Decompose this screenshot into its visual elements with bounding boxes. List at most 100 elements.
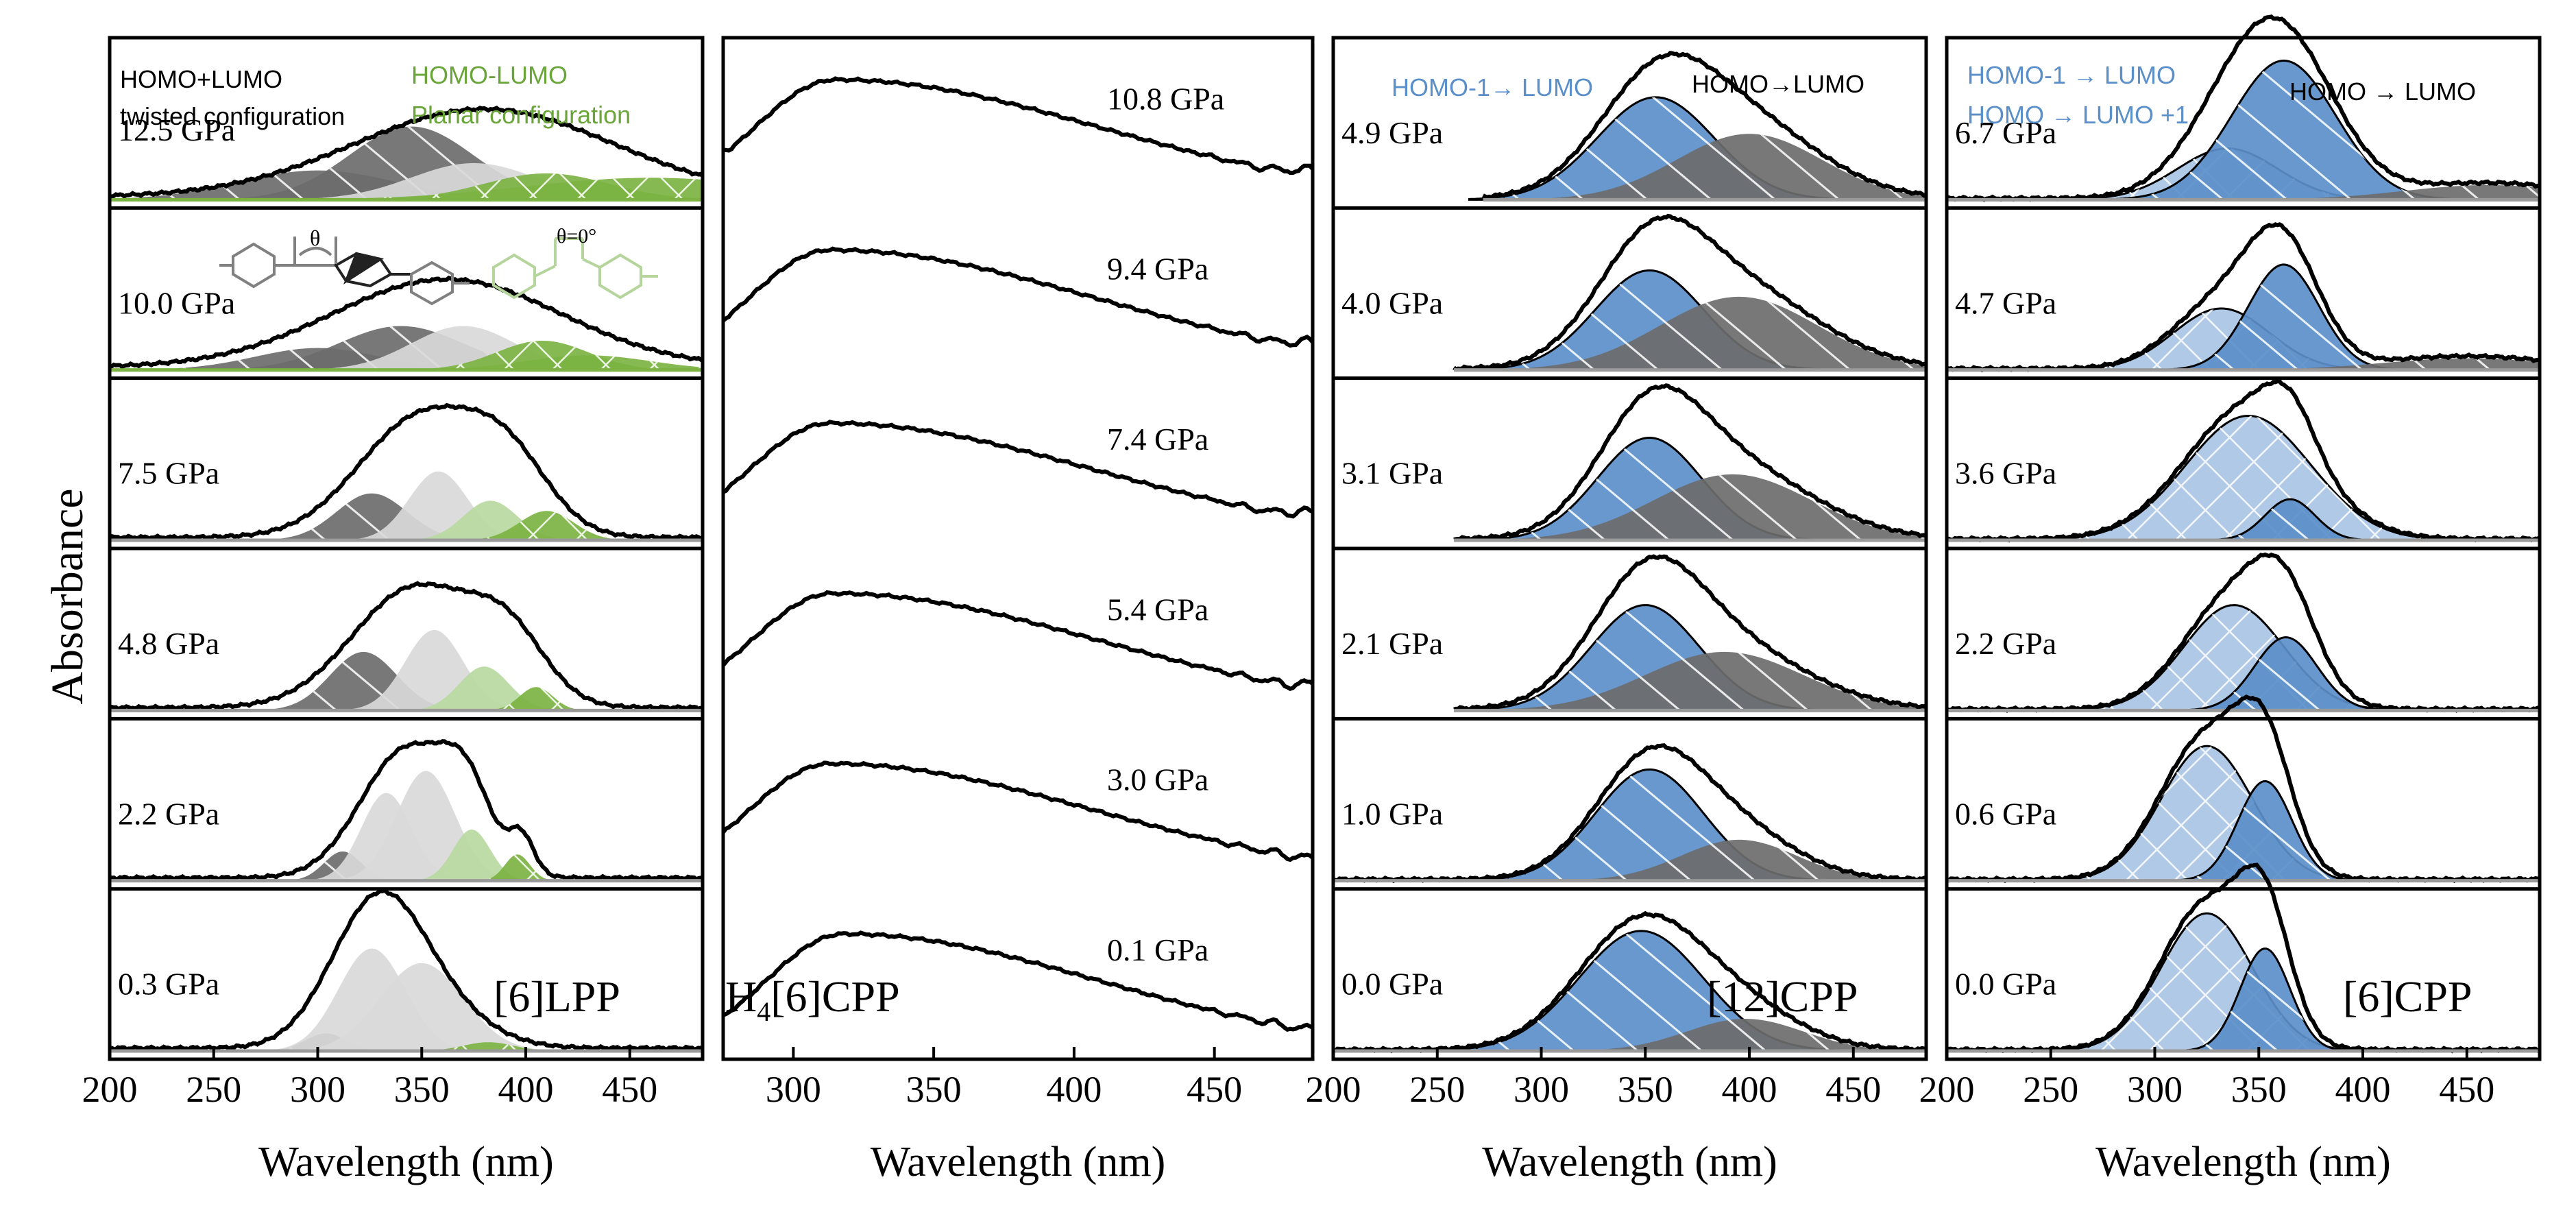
pressure-label: 2.1 GPa <box>1341 626 1443 661</box>
spectrum-line <box>722 76 1315 176</box>
spectrum-line <box>721 760 1314 862</box>
component-band-hatch <box>2186 637 2386 711</box>
pressure-label: 1.0 GPa <box>1341 796 1443 831</box>
x-tick-label: 450 <box>1187 1069 1242 1110</box>
legend-homo1-lumo: HOMO-1 → LUMO <box>1967 61 2176 89</box>
pressure-label: 4.0 GPa <box>1341 285 1443 320</box>
spectrum-envelope <box>1482 51 1927 200</box>
pressure-label: 3.1 GPa <box>1341 456 1443 491</box>
component-band-hatch <box>477 854 558 881</box>
pressure-label: 0.3 GPa <box>118 967 219 1002</box>
legend-twisted-configuration: twisted configuration <box>120 102 345 130</box>
pressure-label: 10.8 GPa <box>1107 81 1224 116</box>
x-tick-label: 450 <box>602 1069 657 1110</box>
pressure-label: 5.4 GPa <box>1107 592 1208 627</box>
x-axis-label: Wavelength (nm) <box>871 1139 1166 1185</box>
x-axis-label: Wavelength (nm) <box>258 1139 554 1185</box>
pressure-label: 2.2 GPa <box>118 796 219 831</box>
pressure-label: 4.7 GPa <box>1955 285 2056 320</box>
component-band-hatch <box>2210 499 2370 540</box>
component-band-hatch <box>2221 185 2540 200</box>
component-band-hatch <box>1479 474 1926 540</box>
panel1-title: [6]LPP <box>494 972 620 1021</box>
panel3-legend: HOMO-1→ LUMO HOMO→LUMO <box>1392 70 1864 101</box>
legend-planar-text: Planar configuration <box>411 101 631 129</box>
component-band-hatch <box>460 511 633 540</box>
component-band-hatch <box>483 687 590 711</box>
component-band-hatch <box>1471 651 1926 711</box>
x-tick-label: 350 <box>906 1069 962 1110</box>
x-tick-label: 400 <box>1046 1069 1102 1110</box>
spectrum-envelope <box>1946 379 2541 543</box>
pressure-label: 7.5 GPa <box>118 456 219 491</box>
pressure-label: 0.6 GPa <box>1955 796 2056 831</box>
legend-homo1-lumo: HOMO-1→ LUMO <box>1392 73 1593 101</box>
spectrum-envelope <box>108 402 704 542</box>
legend-homo-lumo: HOMO → LUMO <box>2289 77 2476 106</box>
x-axis-label: Wavelength (nm) <box>2095 1139 2391 1185</box>
x-tick-label: 200 <box>1919 1069 1975 1110</box>
pressure-label: 0.1 GPa <box>1107 932 1208 967</box>
component-band-hatch <box>388 355 703 370</box>
molecule-inset: θ θ=0° <box>219 225 658 306</box>
spectrum-line <box>722 930 1314 1032</box>
legend-planar-configuration: Planar configuration <box>411 101 631 129</box>
pressure-label: 9.4 GPa <box>1107 252 1208 287</box>
twisted-molecule-drawing <box>219 237 470 306</box>
pressure-label: 4.8 GPa <box>118 626 219 661</box>
pressure-label: 0.0 GPa <box>1955 967 2056 1002</box>
x-tick-label: 300 <box>766 1069 821 1110</box>
x-tick-label: 250 <box>2023 1069 2078 1110</box>
panel4-title: [6]CPP <box>2343 972 2472 1021</box>
x-tick-label: 300 <box>1514 1069 1569 1110</box>
spectrum-line <box>722 246 1315 348</box>
component-band-hatch <box>2048 415 2449 540</box>
x-tick-label: 300 <box>290 1069 345 1110</box>
pressure-label: 3.6 GPa <box>1955 456 2056 491</box>
legend-homo-lumo-plus1: HOMO → LUMO +1 <box>1967 101 2189 129</box>
x-tick-label: 250 <box>1409 1069 1465 1110</box>
panel1-legend: HOMO+LUMO twisted configuration HOMO-LUM… <box>120 61 631 130</box>
pressure-label: 4.9 GPa <box>1341 115 1443 150</box>
component-band-hatch <box>1552 839 1925 881</box>
pressure-label: 12.5 GPa <box>118 112 235 147</box>
spectrum-line <box>722 420 1314 519</box>
theta-label: θ <box>310 226 320 250</box>
pressure-label: 10.0 GPa <box>118 285 235 320</box>
x-tick-label: 400 <box>1722 1069 1777 1110</box>
spectrum-envelope <box>1453 554 1928 712</box>
x-tick-label: 350 <box>394 1069 450 1110</box>
spectrum-envelope <box>1453 213 1927 372</box>
component-band-hatch <box>2178 781 2352 881</box>
component-band <box>289 963 555 1051</box>
pressure-label: 6.7 GPa <box>1955 115 2056 150</box>
spectrum-envelope <box>1333 743 1927 884</box>
x-tick-label: 250 <box>186 1069 241 1110</box>
component-band-hatch <box>2185 948 2345 1051</box>
x-tick-label: 200 <box>82 1069 138 1110</box>
component-band-hatch <box>2170 264 2397 370</box>
component-band-hatch <box>251 178 703 200</box>
x-tick-label: 400 <box>2335 1069 2391 1110</box>
x-tick-label: 400 <box>498 1069 554 1110</box>
pressure-label: 7.4 GPa <box>1107 422 1208 457</box>
x-tick-label: 350 <box>2231 1069 2287 1110</box>
panel2-title: H4[6]CPP <box>725 972 900 1027</box>
panel3-title: [12]CPP <box>1707 972 1858 1021</box>
panel4-legend: HOMO-1 → LUMO HOMO → LUMO +1 HOMO → LUMO <box>1967 61 2476 129</box>
legend-twisted-text: twisted configuration <box>120 102 345 130</box>
spectrum-envelope <box>1945 222 2540 373</box>
x-tick-label: 300 <box>2127 1069 2183 1110</box>
x-tick-label: 200 <box>1306 1069 1361 1110</box>
pressure-label: 3.0 GPa <box>1107 762 1208 797</box>
legend-homo-lumo: HOMO→LUMO <box>1692 70 1864 98</box>
component-band-hatch <box>1516 134 1926 200</box>
component-band-hatch <box>1559 1019 1926 1051</box>
x-tick-label: 350 <box>1618 1069 1673 1110</box>
spectrum-envelope <box>109 581 703 712</box>
x-tick-label: 450 <box>1825 1069 1881 1110</box>
legend-homo-lumo-twisted: HOMO+LUMO <box>120 65 282 93</box>
x-axis-label: Wavelength (nm) <box>1482 1139 1777 1185</box>
panel2-frame <box>721 36 1315 1061</box>
